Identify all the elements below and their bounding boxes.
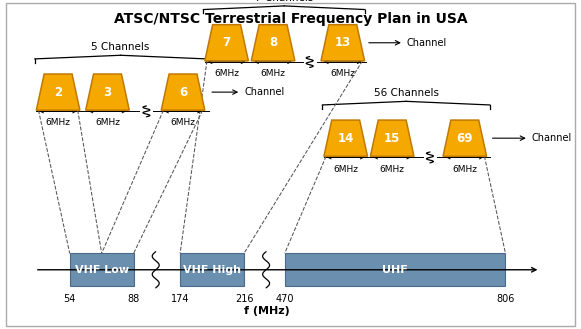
Text: 5 Channels: 5 Channels	[91, 42, 150, 52]
Text: 54: 54	[63, 294, 76, 304]
Text: Channel: Channel	[407, 38, 447, 48]
Text: 69: 69	[457, 132, 473, 145]
Text: 3: 3	[103, 86, 112, 99]
Polygon shape	[324, 120, 367, 156]
Text: UHF: UHF	[382, 265, 408, 275]
Text: 88: 88	[127, 294, 140, 304]
Text: 7 Channels: 7 Channels	[255, 0, 313, 3]
Text: 6MHz: 6MHz	[452, 164, 478, 173]
Text: VHF Low: VHF Low	[74, 265, 129, 275]
Bar	[285, 253, 505, 286]
Text: 13: 13	[335, 36, 351, 49]
Text: 216: 216	[235, 294, 253, 304]
Text: ATSC/NTSC Terrestrial Frequency Plan in USA: ATSC/NTSC Terrestrial Frequency Plan in …	[114, 12, 467, 26]
Bar	[180, 253, 244, 286]
Text: Channel: Channel	[532, 133, 572, 143]
Text: 6MHz: 6MHz	[260, 69, 286, 78]
Text: 6MHz: 6MHz	[214, 69, 239, 78]
Text: 7: 7	[223, 36, 231, 49]
Text: 6MHz: 6MHz	[379, 164, 405, 173]
Polygon shape	[36, 74, 80, 110]
Text: 14: 14	[338, 132, 354, 145]
Polygon shape	[162, 74, 205, 110]
Polygon shape	[443, 120, 487, 156]
Text: 6MHz: 6MHz	[333, 164, 358, 173]
Text: 6MHz: 6MHz	[45, 118, 71, 127]
Text: 8: 8	[269, 36, 277, 49]
Text: 470: 470	[275, 294, 294, 304]
Bar	[70, 253, 134, 286]
Text: 15: 15	[384, 132, 400, 145]
Text: Channel: Channel	[244, 87, 284, 97]
Text: 174: 174	[171, 294, 189, 304]
Text: 6MHz: 6MHz	[95, 118, 120, 127]
Text: 806: 806	[496, 294, 515, 304]
Text: 6MHz: 6MHz	[330, 69, 356, 78]
Text: 6: 6	[179, 86, 187, 99]
Polygon shape	[86, 74, 130, 110]
Polygon shape	[205, 25, 249, 61]
Text: f (MHz): f (MHz)	[245, 306, 290, 316]
Text: 2: 2	[54, 86, 62, 99]
Text: 6MHz: 6MHz	[170, 118, 196, 127]
Polygon shape	[371, 120, 414, 156]
Polygon shape	[251, 25, 295, 61]
Text: 56 Channels: 56 Channels	[374, 88, 439, 98]
Text: VHF High: VHF High	[183, 265, 241, 275]
Polygon shape	[321, 25, 365, 61]
